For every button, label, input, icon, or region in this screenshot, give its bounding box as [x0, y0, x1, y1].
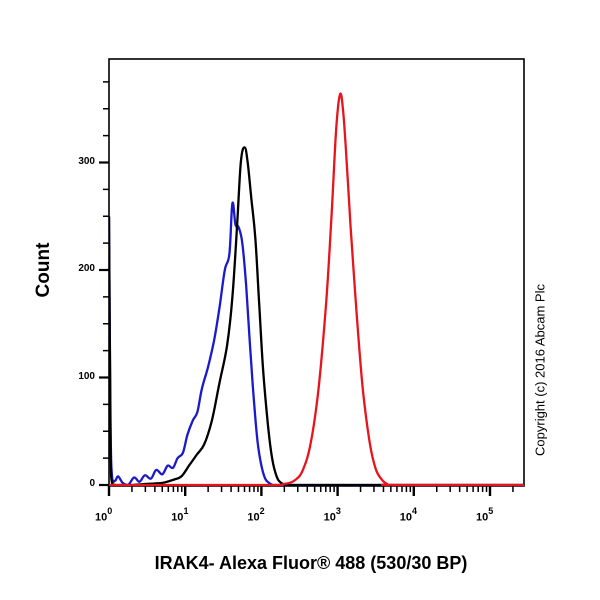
x-tick-label: 105 [476, 506, 494, 524]
copyright-annotation: Copyright (c) 2016 Abcam Plc [532, 284, 548, 456]
plot-border [108, 58, 525, 487]
y-axis-ticks [99, 81, 109, 487]
histogram-series-red [109, 92, 524, 487]
y-tick-label: 0 [89, 478, 95, 489]
x-tick-label: 103 [323, 506, 341, 524]
x-axis-label: IRAK4- Alexa Fluor® 488 (530/30 BP) [154, 553, 468, 573]
plot-frame [108, 58, 525, 487]
y-tick-label: 300 [78, 155, 95, 167]
y-tick-label: 100 [78, 370, 95, 382]
x-tick-label: 101 [171, 506, 189, 524]
x-tick-label: 102 [247, 506, 265, 524]
histogram-series-blue [109, 201, 524, 487]
x-tick-label: 104 [399, 506, 418, 524]
x-tick-label: 100 [95, 506, 113, 524]
y-axis-label: Count [33, 242, 54, 298]
x-axis-ticks [107, 486, 514, 496]
histogram-series-black [109, 146, 524, 487]
y-tick-label: 200 [78, 263, 95, 274]
series-layer [109, 92, 524, 487]
